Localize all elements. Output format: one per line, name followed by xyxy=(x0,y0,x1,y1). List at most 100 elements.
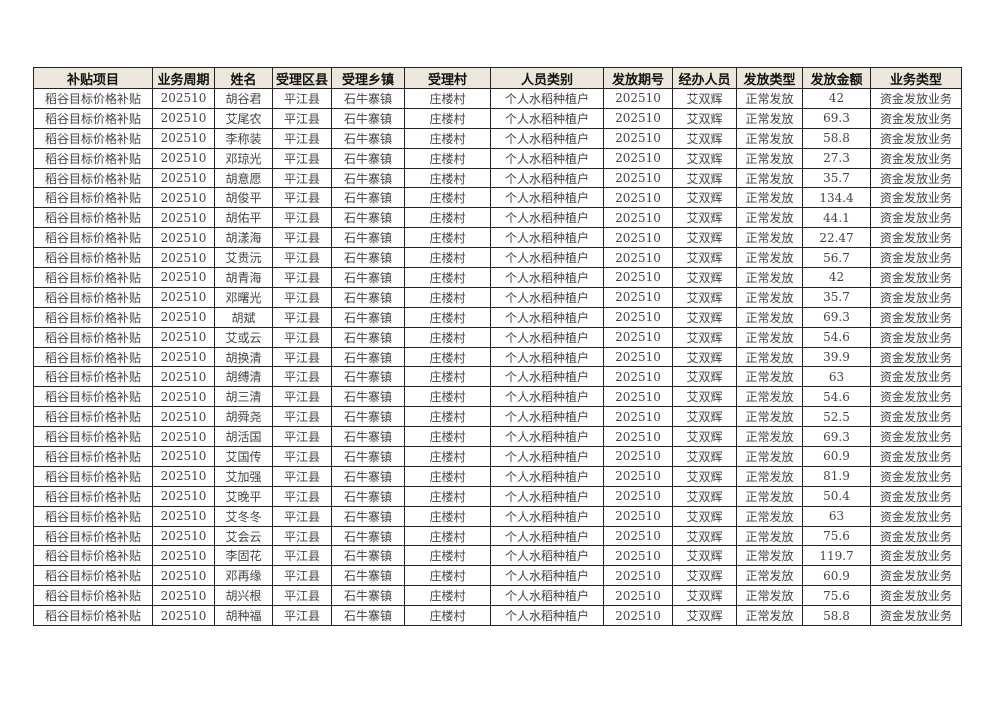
cell-person-category: 个人水稻种植户 xyxy=(490,505,604,527)
cell-township: 石牛寨镇 xyxy=(331,346,405,368)
cell-business-period: 202510 xyxy=(152,346,215,368)
cell-township: 石牛寨镇 xyxy=(331,267,405,288)
cell-name: 胡青海 xyxy=(214,267,273,288)
cell-business-period: 202510 xyxy=(152,88,215,109)
cell-amount: 42 xyxy=(802,88,871,109)
cell-issue-type: 正常发放 xyxy=(736,306,803,328)
cell-issue-type: 正常发放 xyxy=(736,406,803,428)
table-row: 稻谷目标价格补贴 202510 胡舜尧 平江县 石牛寨镇 庄楼村 个人水稻种植户 202510… xyxy=(33,406,962,428)
cell-township: 石牛寨镇 xyxy=(331,286,405,308)
cell-village: 庄楼村 xyxy=(404,366,491,388)
cell-issue-period: 202510 xyxy=(603,565,673,587)
cell-person-category: 个人水稻种植户 xyxy=(490,107,604,129)
cell-issue-period: 202510 xyxy=(603,545,673,567)
cell-issue-period: 202510 xyxy=(603,406,673,428)
cell-issue-period: 202510 xyxy=(603,485,673,507)
cell-issue-period: 202510 xyxy=(603,306,673,328)
cell-issue-period: 202510 xyxy=(603,247,673,269)
cell-person-category: 个人水稻种植户 xyxy=(490,306,604,328)
cell-subsidy-item: 稻谷目标价格补贴 xyxy=(33,286,153,308)
cell-business-period: 202510 xyxy=(152,366,215,388)
cell-issue-type: 正常发放 xyxy=(736,446,803,467)
cell-business-period: 202510 xyxy=(152,326,215,348)
cell-subsidy-item: 稻谷目标价格补贴 xyxy=(33,207,153,229)
cell-township: 石牛寨镇 xyxy=(331,505,405,527)
cell-issue-type: 正常发放 xyxy=(736,187,803,209)
cell-village: 庄楼村 xyxy=(404,207,491,229)
cell-village: 庄楼村 xyxy=(404,306,491,328)
cell-business-period: 202510 xyxy=(152,485,215,507)
cell-issue-type: 正常发放 xyxy=(736,247,803,269)
cell-issue-period: 202510 xyxy=(603,107,673,129)
cell-handler: 艾双辉 xyxy=(672,167,737,189)
cell-issue-period: 202510 xyxy=(603,127,673,149)
table-row: 稻谷目标价格补贴 202510 胡换清 平江县 石牛寨镇 庄楼村 个人水稻种植户 202510… xyxy=(33,346,962,368)
cell-business-type: 资金发放业务 xyxy=(870,88,962,109)
table-row: 稻谷目标价格补贴 202510 李称装 平江县 石牛寨镇 庄楼村 个人水稻种植户 202510… xyxy=(33,127,962,149)
cell-issue-type: 正常发放 xyxy=(736,565,803,587)
cell-district: 平江县 xyxy=(272,446,332,467)
cell-district: 平江县 xyxy=(272,88,332,109)
cell-district: 平江县 xyxy=(272,465,332,487)
cell-person-category: 个人水稻种植户 xyxy=(490,525,604,547)
cell-issue-period: 202510 xyxy=(603,147,673,169)
cell-district: 平江县 xyxy=(272,326,332,348)
table-row: 稻谷目标价格补贴 202510 胡种福 平江县 石牛寨镇 庄楼村 个人水稻种植户 202510… xyxy=(33,605,962,627)
cell-district: 平江县 xyxy=(272,426,332,448)
cell-business-period: 202510 xyxy=(152,406,215,428)
cell-issue-type: 正常发放 xyxy=(736,147,803,169)
cell-subsidy-item: 稻谷目标价格补贴 xyxy=(33,406,153,428)
cell-name: 艾会云 xyxy=(214,525,273,547)
cell-issue-type: 正常发放 xyxy=(736,167,803,189)
cell-issue-period: 202510 xyxy=(603,585,673,607)
cell-name: 艾贵沅 xyxy=(214,247,273,269)
cell-district: 平江县 xyxy=(272,406,332,428)
cell-township: 石牛寨镇 xyxy=(331,406,405,428)
cell-name: 胡俊平 xyxy=(214,187,273,209)
cell-issue-type: 正常发放 xyxy=(736,346,803,368)
cell-issue-type: 正常发放 xyxy=(736,366,803,388)
cell-village: 庄楼村 xyxy=(404,326,491,348)
header-amount: 发放金额 xyxy=(802,67,871,89)
cell-person-category: 个人水稻种植户 xyxy=(490,227,604,249)
cell-amount: 69.3 xyxy=(802,107,871,129)
cell-business-period: 202510 xyxy=(152,465,215,487)
header-business-type: 业务类型 xyxy=(870,67,962,89)
cell-village: 庄楼村 xyxy=(404,88,491,109)
cell-business-type: 资金发放业务 xyxy=(870,187,962,209)
cell-district: 平江县 xyxy=(272,386,332,408)
cell-village: 庄楼村 xyxy=(404,565,491,587)
cell-district: 平江县 xyxy=(272,525,332,547)
cell-person-category: 个人水稻种植户 xyxy=(490,366,604,388)
cell-handler: 艾双辉 xyxy=(672,286,737,308)
cell-township: 石牛寨镇 xyxy=(331,446,405,467)
cell-issue-period: 202510 xyxy=(603,446,673,467)
cell-name: 艾晚平 xyxy=(214,485,273,507)
cell-name: 胡漾海 xyxy=(214,227,273,249)
cell-village: 庄楼村 xyxy=(404,505,491,527)
cell-district: 平江县 xyxy=(272,605,332,627)
cell-person-category: 个人水稻种植户 xyxy=(490,465,604,487)
cell-amount: 75.6 xyxy=(802,525,871,547)
cell-amount: 58.8 xyxy=(802,127,871,149)
cell-amount: 22.47 xyxy=(802,227,871,249)
cell-handler: 艾双辉 xyxy=(672,605,737,627)
cell-amount: 69.3 xyxy=(802,306,871,328)
header-issue-period: 发放期号 xyxy=(603,67,673,89)
cell-village: 庄楼村 xyxy=(404,406,491,428)
header-village: 受理村 xyxy=(404,67,491,89)
cell-village: 庄楼村 xyxy=(404,386,491,408)
cell-township: 石牛寨镇 xyxy=(331,386,405,408)
cell-subsidy-item: 稻谷目标价格补贴 xyxy=(33,127,153,149)
cell-township: 石牛寨镇 xyxy=(331,167,405,189)
cell-issue-type: 正常发放 xyxy=(736,207,803,229)
header-issue-type: 发放类型 xyxy=(736,67,803,89)
table-row: 稻谷目标价格补贴 202510 艾贵沅 平江县 石牛寨镇 庄楼村 个人水稻种植户 202510… xyxy=(33,247,962,269)
cell-issue-period: 202510 xyxy=(603,207,673,229)
cell-amount: 50.4 xyxy=(802,485,871,507)
cell-person-category: 个人水稻种植户 xyxy=(490,545,604,567)
header-district: 受理区县 xyxy=(272,67,332,89)
cell-issue-period: 202510 xyxy=(603,426,673,448)
cell-business-period: 202510 xyxy=(152,585,215,607)
cell-village: 庄楼村 xyxy=(404,147,491,169)
